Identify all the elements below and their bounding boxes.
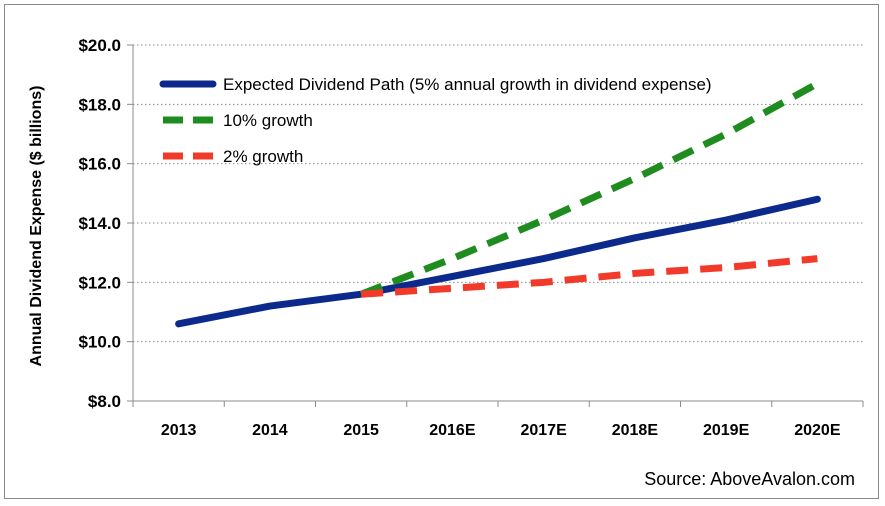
legend-label-1: Expected Dividend Path (5% annual growth… — [223, 75, 712, 94]
y-tick-label: $20.0 — [78, 36, 121, 55]
x-tick-label: 2020E — [794, 422, 841, 439]
y-tick-label: $14.0 — [78, 214, 121, 233]
x-tick-label: 2018E — [612, 422, 659, 439]
x-tick-label: 2017E — [520, 422, 567, 439]
dividend-line-chart: $8.0$10.0$12.0$14.0$16.0$18.0$20.0 2013 2… — [28, 36, 864, 489]
series-line-1 — [175, 195, 821, 328]
y-tick-label: $18.0 — [78, 95, 121, 114]
x-tick-label: 2013 — [161, 422, 197, 439]
y-tick-label: $12.0 — [78, 273, 121, 292]
x-tick-label: 2019E — [703, 422, 750, 439]
legend-label-3: 2% growth — [223, 147, 303, 166]
legend: Expected Dividend Path (5% annual growth… — [159, 75, 712, 166]
y-tick-label: $10.0 — [78, 333, 121, 352]
y-tick-label: $8.0 — [88, 392, 121, 411]
series-lines — [175, 80, 821, 328]
y-tick-labels: $8.0 $10.0 $12.0 $14.0 $16.0 $18.0 $20.0 — [78, 36, 121, 411]
axes — [127, 44, 864, 407]
series-line-3 — [360, 255, 818, 298]
x-tick-label: 2016E — [429, 422, 476, 439]
legend-label-2: 10% growth — [223, 111, 313, 130]
x-tick-label: 2015 — [343, 422, 379, 439]
source-annotation: Source: AboveAvalon.com — [644, 469, 855, 489]
x-tick-label: 2014 — [252, 422, 288, 439]
chart-frame: $8.0 $10.0 $12.0 $14.0 $16.0 $18.0 $20.0 2013 2… — [4, 4, 879, 499]
y-tick-label: $16.0 — [78, 155, 121, 174]
x-tick-labels: 2013 2014 2015 2016E 2017E 2018E 2019E 2020E — [161, 422, 841, 439]
series-line-2 — [359, 80, 820, 298]
y-axis-label: Annual Dividend Expense ($ billions) — [28, 86, 45, 367]
